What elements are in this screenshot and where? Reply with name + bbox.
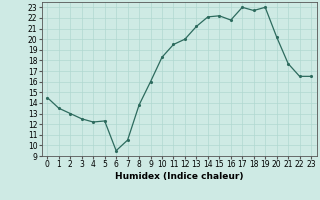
X-axis label: Humidex (Indice chaleur): Humidex (Indice chaleur) <box>115 172 244 181</box>
